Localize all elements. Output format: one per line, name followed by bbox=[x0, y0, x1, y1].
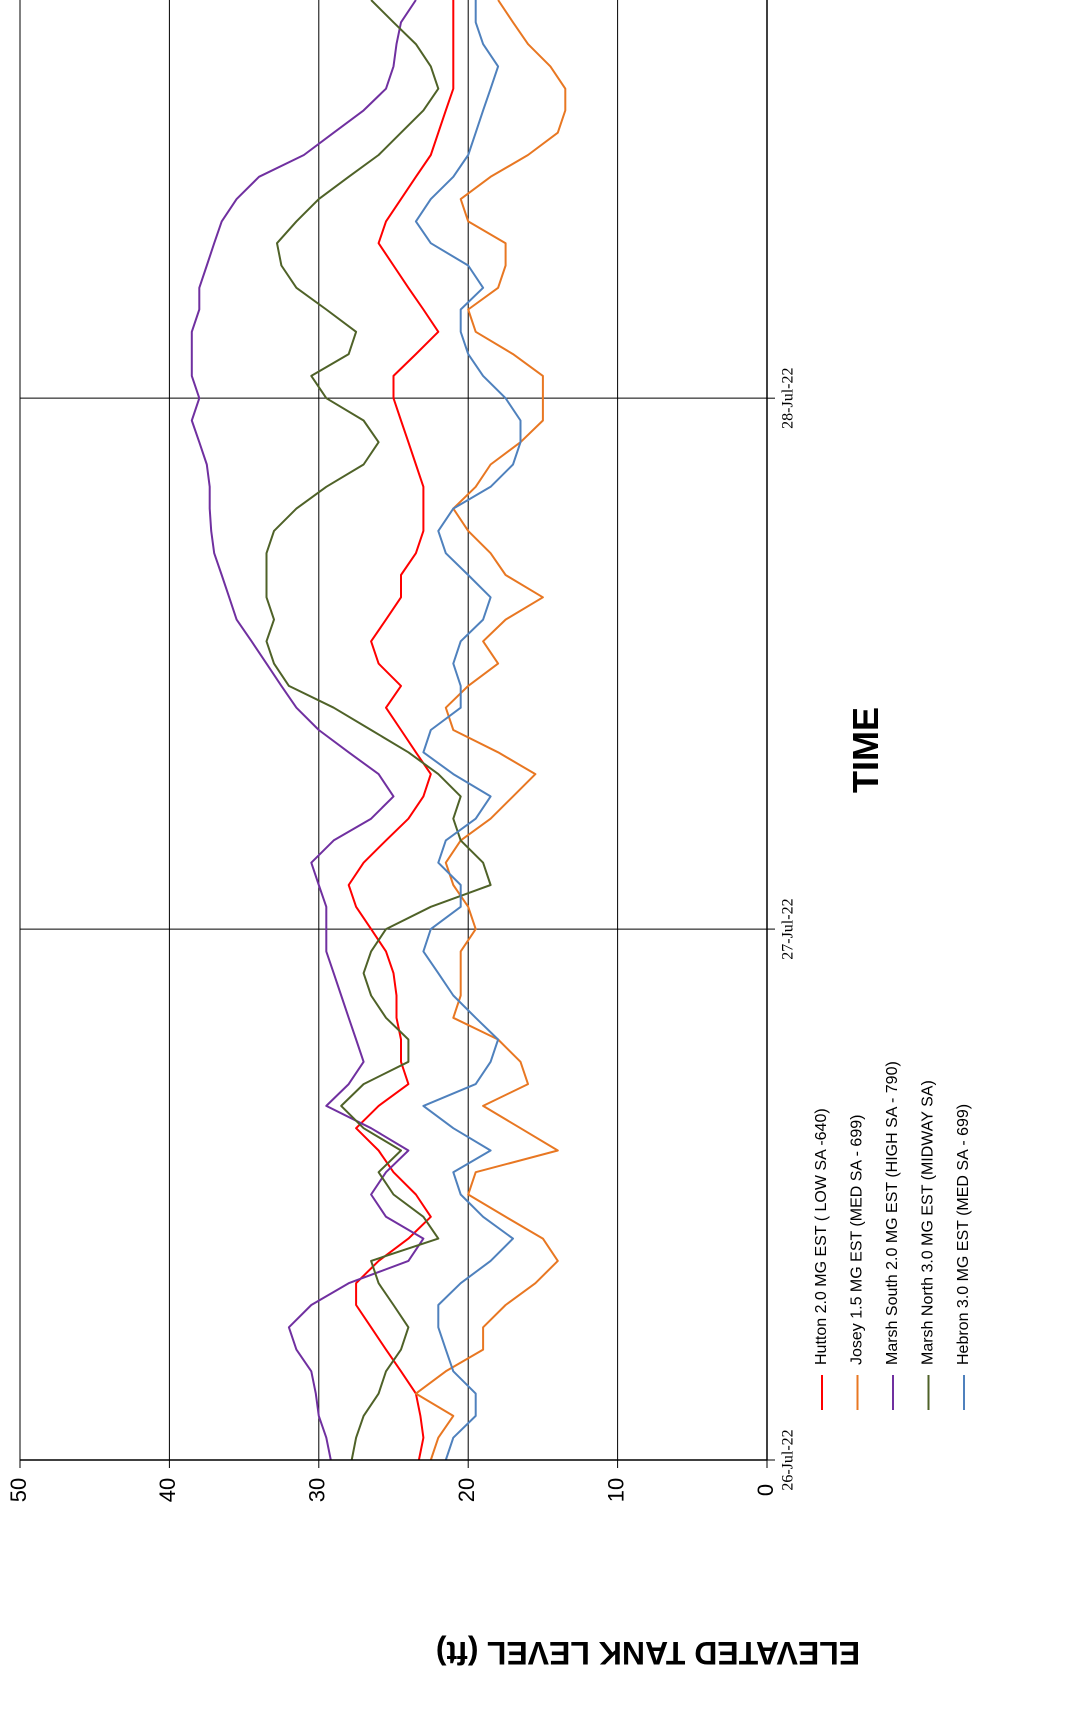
series-line-5 bbox=[414, 0, 522, 1461]
y-tick-labels: 0 10 20 30 40 50 bbox=[6, 1478, 778, 1502]
series-line-1 bbox=[347, 0, 455, 1461]
y-tick-label: 10 bbox=[603, 1478, 628, 1502]
x-tick-labels: 26-Jul-22 27-Jul-22 28-Jul-22 bbox=[780, 368, 797, 1491]
y-tick-label: 40 bbox=[155, 1478, 180, 1502]
legend: Hutton 2.0 MG EST ( LOW SA -640) Josey 1.… bbox=[813, 1061, 972, 1410]
series-line-4 bbox=[265, 0, 492, 1461]
legend-label: Hutton 2.0 MG EST ( LOW SA -640) bbox=[813, 1108, 830, 1365]
legend-label: Marsh North 3.0 MG EST (MIDWAY SA) bbox=[920, 1080, 937, 1365]
y-axis-label: ELEVATED TANK LEVEL (ft) bbox=[436, 1635, 860, 1671]
y-tick-label: 20 bbox=[454, 1478, 479, 1502]
x-tick-label: 28-Jul-22 bbox=[780, 368, 797, 429]
series-lines bbox=[190, 0, 567, 1461]
axes bbox=[19, 0, 775, 1468]
legend-label: Josey 1.5 MG EST (MED SA - 699) bbox=[849, 1115, 866, 1365]
x-tick-label: 27-Jul-22 bbox=[780, 898, 797, 959]
y-tick-label: 0 bbox=[753, 1484, 778, 1496]
y-tick-label: 50 bbox=[6, 1478, 31, 1502]
y-tick-label: 30 bbox=[305, 1478, 330, 1502]
x-tick-label: 26-Jul-22 bbox=[780, 1429, 797, 1490]
x-axis-label: TIME bbox=[845, 707, 886, 793]
legend-label: Hebron 3.0 MG EST (MED SA - 699) bbox=[955, 1104, 972, 1365]
legend-label: Marsh South 2.0 MG EST (HIGH SA - 790) bbox=[884, 1061, 901, 1365]
series-line-2 bbox=[414, 0, 567, 1461]
series-line-3 bbox=[190, 0, 425, 1461]
